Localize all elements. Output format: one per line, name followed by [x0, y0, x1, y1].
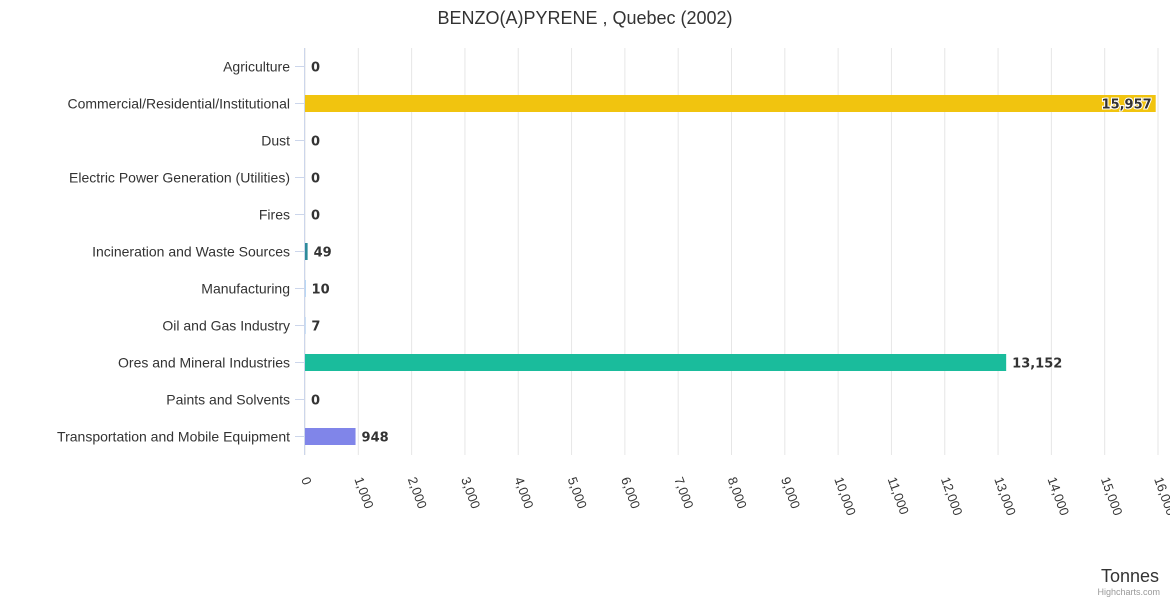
- data-labels: 0 15,957 0 0 0 49 10 7 13,152 0 948: [311, 61, 1153, 446]
- x-tick-label: 1,000: [351, 475, 376, 511]
- x-tick-label: 3,000: [458, 475, 483, 511]
- x-axis-title: Tonnes: [1101, 566, 1159, 586]
- category-label: Agriculture: [223, 59, 290, 75]
- chart-title: BENZO(A)PYRENE , Quebec (2002): [437, 8, 732, 28]
- data-label: 10: [312, 283, 330, 298]
- data-label: 0: [311, 61, 320, 76]
- bar[interactable]: [305, 428, 356, 445]
- category-label: Ores and Mineral Industries: [118, 355, 290, 371]
- data-label: 948: [362, 431, 389, 446]
- category-label: Incineration and Waste Sources: [92, 244, 290, 260]
- category-labels: Agriculture Commercial/Residential/Instit…: [57, 59, 290, 445]
- category-label: Electric Power Generation (Utilities): [69, 170, 290, 186]
- x-tick-label: 9,000: [778, 475, 803, 511]
- category-label: Transportation and Mobile Equipment: [57, 429, 290, 445]
- x-tick-label: 12,000: [938, 475, 966, 517]
- tick-labels: 0 1,000 2,000 3,000 4,000 5,000 6,000 7,000 8,00…: [298, 475, 1170, 517]
- category-label: Commercial/Residential/Institutional: [67, 96, 290, 112]
- category-label: Dust: [261, 133, 290, 149]
- x-tick-label: 8,000: [725, 475, 750, 511]
- x-tick-label: 7,000: [671, 475, 696, 511]
- bar[interactable]: [305, 95, 1156, 112]
- x-tick-label: 13,000: [991, 475, 1019, 517]
- credits[interactable]: Highcharts.com: [1097, 587, 1160, 597]
- x-tick-label: 0: [298, 475, 315, 487]
- data-label: 0: [311, 394, 320, 409]
- x-tick-label: 2,000: [405, 475, 430, 511]
- x-tick-label: 6,000: [618, 475, 643, 511]
- x-tick-label: 15,000: [1098, 475, 1126, 517]
- data-label: 7: [311, 320, 320, 335]
- x-tick-label: 5,000: [565, 475, 590, 511]
- category-label: Manufacturing: [201, 281, 290, 297]
- data-label: 13,152: [1012, 357, 1062, 372]
- category-label: Fires: [259, 207, 290, 223]
- data-label: 15,957: [1102, 98, 1152, 113]
- x-tick-label: 10,000: [831, 475, 859, 517]
- bar[interactable]: [305, 243, 308, 260]
- x-tick-label: 14,000: [1045, 475, 1073, 517]
- data-label: 0: [311, 135, 320, 150]
- bars: [305, 95, 1156, 445]
- x-tick-label: 11,000: [885, 475, 912, 517]
- bar[interactable]: [305, 354, 1007, 371]
- bar[interactable]: [305, 280, 306, 297]
- gridlines: [295, 48, 1159, 455]
- category-label: Paints and Solvents: [166, 392, 290, 408]
- data-label: 49: [314, 246, 332, 261]
- data-label: 0: [311, 209, 320, 224]
- category-label: Oil and Gas Industry: [162, 318, 290, 334]
- data-label: 0: [311, 172, 320, 187]
- x-tick-label: 16,000: [1151, 475, 1170, 517]
- x-tick-label: 4,000: [511, 475, 536, 511]
